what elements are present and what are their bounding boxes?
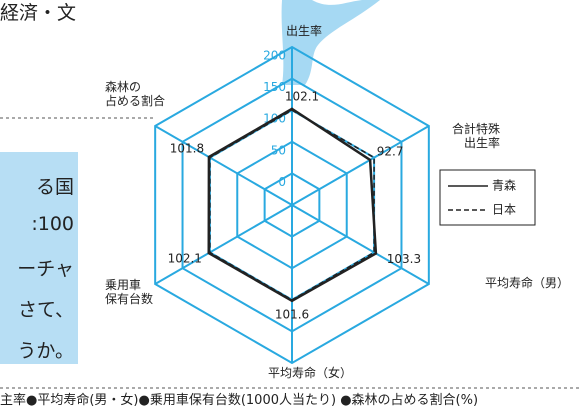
data-label: 102.1 <box>168 252 202 266</box>
axis-label: 森林の 占める割合 <box>105 80 166 108</box>
r-tick-label: 50 <box>271 143 286 157</box>
series-line <box>207 107 378 303</box>
sidebar-line: :100 <box>31 213 74 235</box>
caption: 主率●平均寿命(男・女)●乗用車保有台数(1000人当たり) ●森林の占める割合… <box>0 393 479 408</box>
top-text: 経済・文 <box>0 2 77 24</box>
axis-label: 平均寿命（男） <box>485 276 570 290</box>
r-tick-label: 200 <box>263 49 286 63</box>
data-label: 101.8 <box>170 142 204 156</box>
series-line <box>209 109 375 301</box>
legend-label: 日本 <box>492 203 516 217</box>
sidebar-line: さて、 <box>17 299 74 321</box>
sidebar-line: る国 <box>35 176 74 198</box>
axis-label: 平均寿命（女） <box>267 366 352 380</box>
spoke <box>154 204 293 285</box>
sidebar-line: うか。 <box>17 340 74 362</box>
data-label: 103.3 <box>387 252 421 266</box>
axis-label: 乗用車 保有台数 <box>105 278 154 306</box>
map-shape <box>281 0 380 85</box>
sidebar-line: ーチャ <box>17 258 74 280</box>
sidebar: る国 :100 ーチャさて、うか。 <box>0 152 78 364</box>
r-tick-label: 0 <box>278 175 286 189</box>
axis-label: 合計特殊 出生率 <box>451 122 500 150</box>
spoke <box>291 204 430 285</box>
spoke <box>154 125 293 206</box>
r-tick-label: 150 <box>263 80 286 94</box>
data-label: 102.1 <box>285 89 319 103</box>
legend-label: 青森 <box>492 178 516 193</box>
legend-box <box>439 169 536 226</box>
data-label: 101.6 <box>275 307 309 321</box>
data-label: 92.7 <box>377 144 404 158</box>
axis-label: 出生率 <box>285 24 322 38</box>
spoke <box>291 125 430 206</box>
